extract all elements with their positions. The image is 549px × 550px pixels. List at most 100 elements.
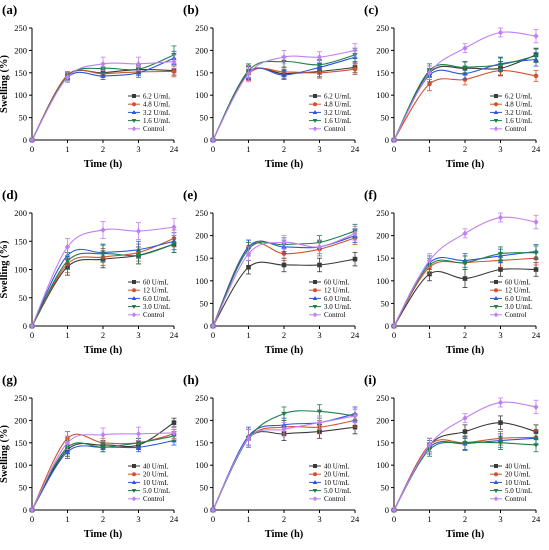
panel-label: (c) bbox=[364, 2, 378, 17]
data-point bbox=[352, 256, 358, 262]
x-tick-label: 24 bbox=[170, 514, 179, 524]
y-tick-label: 150 bbox=[14, 438, 27, 448]
legend-marker bbox=[312, 119, 318, 123]
y-tick-label: 150 bbox=[195, 438, 208, 448]
legend-label: 20 U/mL bbox=[505, 471, 530, 479]
data-point bbox=[64, 259, 71, 264]
data-point bbox=[100, 73, 106, 78]
data-point bbox=[462, 415, 468, 422]
x-tick-label: 2 bbox=[282, 514, 286, 524]
legend-label: 20 U/mL bbox=[324, 471, 349, 479]
data-point bbox=[135, 228, 142, 235]
legend-label: 1.6 U/mL bbox=[324, 117, 351, 125]
data-point bbox=[533, 443, 539, 448]
panel-label: (h) bbox=[183, 372, 199, 387]
legend-marker bbox=[312, 312, 318, 318]
data-point bbox=[497, 29, 504, 36]
legend-marker bbox=[312, 305, 318, 309]
data-point bbox=[462, 45, 468, 52]
x-tick-label: 0 bbox=[30, 144, 34, 154]
series-4 bbox=[210, 43, 358, 143]
y-tick-label: 0 bbox=[204, 505, 208, 515]
x-tick-label: 1 bbox=[427, 144, 431, 154]
legend-marker bbox=[494, 102, 498, 107]
legend-marker bbox=[131, 480, 137, 484]
y-tick-label: 150 bbox=[195, 253, 208, 263]
x-tick-label: 1 bbox=[246, 330, 250, 340]
data-point bbox=[171, 429, 177, 436]
legend-label: 60 U/mL bbox=[324, 278, 349, 286]
data-point bbox=[245, 435, 252, 442]
y-tick-label: 200 bbox=[195, 231, 208, 241]
y-axis-title: Swelling (%) bbox=[0, 240, 10, 299]
x-axis-title: Time (h) bbox=[446, 345, 485, 356]
legend-label: 40 U/mL bbox=[505, 462, 530, 470]
legend-marker bbox=[131, 312, 137, 318]
y-tick-label: 200 bbox=[14, 208, 27, 218]
series-4 bbox=[210, 408, 358, 513]
data-point bbox=[497, 251, 504, 257]
data-point bbox=[210, 507, 216, 513]
x-tick-label: 0 bbox=[30, 330, 34, 340]
x-tick-label: 3 bbox=[498, 330, 502, 340]
x-tick-label: 2 bbox=[282, 144, 286, 154]
legend-label: 12 U/mL bbox=[324, 287, 349, 295]
x-axis-title: Time (h) bbox=[84, 529, 123, 540]
x-tick-label: 1 bbox=[427, 514, 431, 524]
data-point bbox=[462, 440, 468, 446]
chart-panel-g: (g) 0 50 100 150 200 250 0 1 2 3 24 Time (h) Swelling… bbox=[0, 372, 179, 540]
legend-label: 10 U/mL bbox=[505, 479, 530, 487]
x-tick-label: 2 bbox=[463, 144, 467, 154]
x-tick-label: 1 bbox=[65, 514, 69, 524]
chart-panel-c: (c) 0 50 100 150 200 250 0 1 2 3 24 Time (h) 6.2 U/mL… bbox=[364, 2, 541, 170]
legend-marker bbox=[131, 296, 137, 300]
y-tick-label: 100 bbox=[14, 90, 27, 100]
legend-marker bbox=[312, 126, 318, 132]
data-point bbox=[391, 137, 397, 143]
panel-label: (g) bbox=[2, 372, 17, 387]
x-tick-label: 2 bbox=[463, 330, 467, 340]
y-tick-label: 150 bbox=[376, 438, 389, 448]
x-axis-title: Time (h) bbox=[446, 159, 485, 170]
x-tick-label: 24 bbox=[351, 144, 360, 154]
y-tick-label: 50 bbox=[200, 113, 209, 123]
x-tick-label: 0 bbox=[392, 144, 396, 154]
y-tick-label: 50 bbox=[200, 298, 209, 308]
y-axis-title: Swelling (%) bbox=[0, 54, 10, 113]
data-point bbox=[352, 230, 358, 237]
x-tick-label: 3 bbox=[317, 330, 321, 340]
y-tick-label: 100 bbox=[195, 90, 208, 100]
y-tick-label: 250 bbox=[14, 393, 27, 403]
legend-label: 5.0 U/mL bbox=[143, 487, 170, 495]
legend-label: 6.0 U/mL bbox=[505, 295, 532, 303]
legend-marker bbox=[493, 110, 499, 114]
data-point bbox=[533, 435, 539, 441]
x-tick-label: 0 bbox=[211, 330, 215, 340]
data-point bbox=[281, 239, 287, 246]
data-point bbox=[29, 137, 35, 143]
legend-marker bbox=[132, 280, 136, 284]
legend-marker bbox=[313, 472, 317, 477]
legend-label: 60 U/mL bbox=[505, 278, 530, 286]
data-point bbox=[426, 257, 433, 264]
x-tick-label: 1 bbox=[65, 330, 69, 340]
x-axis-title: Time (h) bbox=[446, 529, 485, 540]
x-tick-label: 24 bbox=[351, 330, 360, 340]
data-point bbox=[427, 81, 432, 87]
data-point bbox=[135, 440, 142, 446]
data-point bbox=[29, 323, 35, 329]
y-tick-label: 200 bbox=[376, 45, 389, 55]
x-tick-label: 24 bbox=[532, 144, 541, 154]
legend-label: Control bbox=[143, 495, 164, 503]
x-tick-label: 0 bbox=[392, 330, 396, 340]
data-point bbox=[391, 323, 397, 329]
data-point bbox=[246, 264, 251, 270]
legend-marker bbox=[313, 102, 317, 107]
data-point bbox=[497, 399, 504, 406]
data-point bbox=[462, 276, 468, 281]
y-tick-label: 0 bbox=[385, 505, 389, 515]
legend-label: Control bbox=[324, 311, 345, 319]
